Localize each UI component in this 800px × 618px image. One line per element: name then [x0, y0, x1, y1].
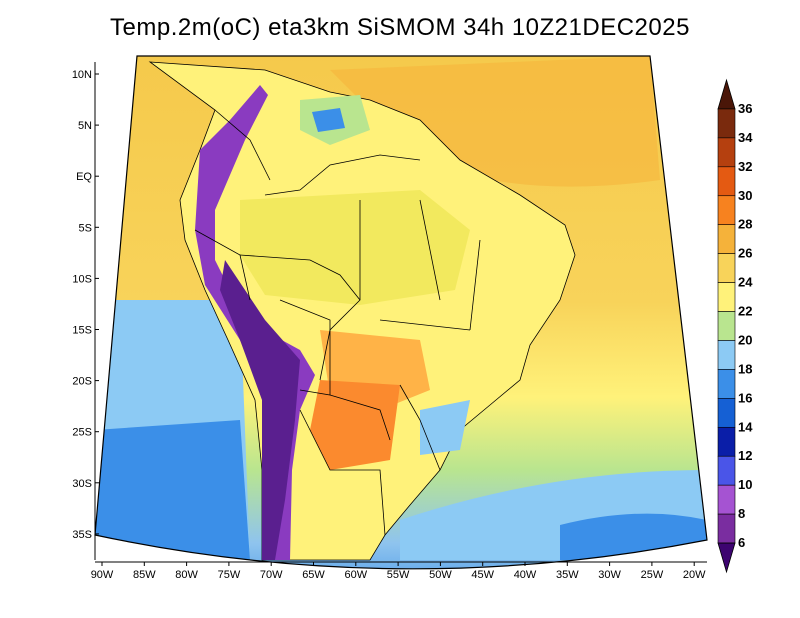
lon-tick-label: 20W: [683, 569, 706, 581]
colorbar-level-label: 28: [738, 217, 752, 232]
colorbar-level-label: 32: [738, 159, 752, 174]
lat-tick-label: 25S: [72, 427, 92, 439]
ocean-warm-zone: [330, 56, 660, 187]
colorbar-level-label: 16: [738, 390, 752, 405]
colorbar-level-label: 26: [738, 246, 752, 261]
country-borders: [194, 109, 481, 536]
colorbar-swatch: [717, 166, 736, 197]
colorbar-swatch: [717, 195, 736, 226]
colorbar-swatch: [717, 282, 736, 312]
lon-tick-label: 75W: [218, 569, 241, 581]
border-peru: [194, 229, 251, 301]
colorbar-level-label: 10: [738, 477, 752, 492]
lon-tick-label: 80W: [175, 569, 198, 581]
colorbar-swatch: [717, 455, 736, 486]
colorbar-swatch: [717, 340, 736, 370]
lon-tick-label: 70W: [260, 569, 283, 581]
lat-tick-label: 30S: [72, 478, 92, 490]
lat-tick-label: 20S: [72, 376, 92, 388]
lon-tick-label: 85W: [133, 569, 156, 581]
colorbar-level-label: 6: [738, 535, 745, 550]
colorbar-level-label: 12: [738, 448, 752, 463]
colorbar-level-label: 34: [738, 130, 753, 145]
border-brazil-north: [264, 154, 421, 196]
lon-tick-label: 90W: [91, 569, 114, 581]
map-panel: [95, 56, 707, 569]
lon-tick-label: 35W: [556, 569, 579, 581]
colorbar-swatch: [717, 224, 736, 254]
lat-tick-label: EQ: [76, 171, 92, 183]
guiana-peaks: [312, 108, 345, 132]
colorbar-level-label: 14: [738, 419, 753, 434]
colorbar-swatch: [717, 311, 736, 341]
colorbar-swatch: [717, 108, 736, 139]
temperature-colorbar: 6 8 10 12 14 16 18 20 22 24 26 28 30 32 34 36: [717, 78, 753, 574]
lat-tick-label: 10N: [72, 69, 92, 81]
colorbar-level-label: 36: [738, 101, 752, 116]
colorbar-swatch: [717, 369, 736, 399]
map-frame: [94, 55, 708, 570]
border-brazil-west: [239, 254, 361, 381]
colorbar-level-label: 30: [738, 188, 752, 203]
colorbar-swatch: [717, 513, 736, 544]
latitude-axis: 10N 5N EQ 5S 10S 15S 20S 25S 30S 35S: [72, 69, 99, 541]
lat-tick-label: 35S: [72, 529, 92, 541]
colorbar-swatch: [717, 398, 736, 428]
amazon-basin: [240, 190, 470, 305]
lon-tick-label: 60W: [344, 569, 367, 581]
border-bolivia: [279, 299, 331, 396]
colorbar-swatch: [717, 137, 736, 168]
lon-tick-label: 50W: [429, 569, 452, 581]
lon-tick-label: 30W: [598, 569, 621, 581]
lon-tick-label: 25W: [641, 569, 664, 581]
border-paraguay: [329, 394, 391, 441]
longitude-axis: 90W 85W 80W 75W 70W 65W 60W 55W 50W 45W 40W 35W 30W 2…: [91, 562, 706, 581]
andes-core: [220, 260, 300, 560]
colorbar-level-label: 20: [738, 332, 752, 347]
colorbar-swatch: [717, 426, 736, 457]
lon-tick-label: 65W: [302, 569, 325, 581]
border-brazil-states: [359, 199, 481, 331]
lon-tick-label: 45W: [471, 569, 494, 581]
chaco-hot-zone: [310, 380, 400, 470]
border-argentina: [299, 409, 386, 536]
border-colombia: [214, 109, 271, 181]
border-brazil-south: [399, 384, 441, 471]
colorbar-top-arrow: [717, 78, 736, 110]
pacific-cold-zone: [95, 420, 250, 560]
lat-tick-label: 5S: [79, 222, 92, 234]
lon-tick-label: 40W: [514, 569, 537, 581]
colorbar-bottom-arrow: [717, 542, 736, 574]
colorbar-level-label: 24: [738, 275, 753, 290]
lat-tick-label: 10S: [72, 273, 92, 285]
colorbar-swatch: [717, 253, 736, 283]
lat-tick-label: 5N: [78, 120, 92, 132]
colorbar-swatch: [717, 484, 736, 515]
lon-tick-label: 55W: [387, 569, 410, 581]
southeast-cool-zone: [420, 400, 470, 455]
colorbar-level-label: 22: [738, 304, 752, 319]
map-title: Temp.2m(oC) eta3km SiSMOM 34h 10Z21DEC20…: [110, 14, 690, 41]
colorbar-level-label: 8: [738, 506, 745, 521]
colorbar-level-label: 18: [738, 361, 752, 376]
lat-tick-label: 15S: [72, 325, 92, 337]
